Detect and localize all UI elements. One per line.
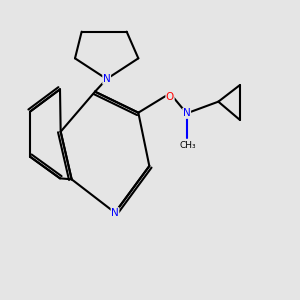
Text: O: O [166,92,174,102]
Text: N: N [183,108,190,118]
Text: N: N [111,208,119,218]
Text: CH₃: CH₃ [180,141,196,150]
Text: N: N [103,74,110,84]
